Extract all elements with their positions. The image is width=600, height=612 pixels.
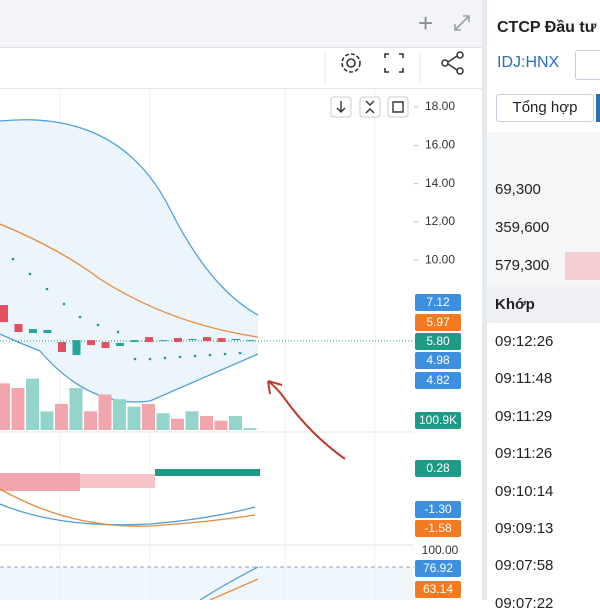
candle-body: [232, 338, 240, 341]
price-badge: 7.12: [415, 294, 461, 311]
chart-toolbar: [0, 48, 482, 89]
y-tick-label: 12.00: [425, 214, 455, 228]
candle-body: [246, 340, 255, 342]
match-header: Khớp: [495, 296, 535, 313]
tab-indicator: [596, 94, 600, 122]
volume-bar: [156, 413, 170, 430]
candle-body: [58, 342, 66, 352]
chart-controls[interactable]: [330, 96, 409, 118]
candle-body: [43, 329, 52, 334]
edit-button[interactable]: [575, 50, 600, 80]
volume-bar: [69, 388, 83, 430]
volume-bar: [185, 411, 199, 430]
volume-bar: [26, 378, 39, 430]
volume-bar: [171, 418, 184, 430]
match-time: 09:11:48: [495, 370, 553, 388]
candle-body: [101, 342, 110, 348]
price-badge: -1.30: [415, 501, 461, 518]
price-badge: 4.82: [415, 372, 461, 389]
volume-bar: [142, 403, 155, 430]
match-time: 09:11:26: [495, 445, 553, 463]
title-bar: [0, 0, 482, 48]
candle-body: [116, 342, 124, 347]
y-tick-label: 16.00: [425, 138, 455, 152]
candle-body: [145, 337, 153, 343]
add-button[interactable]: +: [418, 8, 434, 38]
y-tick-label: 14.00: [425, 176, 455, 190]
candle-body: [217, 338, 226, 343]
volume-bar: [0, 383, 10, 430]
fullscreen-icon[interactable]: [384, 53, 404, 73]
volume-bar: [55, 403, 68, 430]
candle-body: [203, 337, 211, 342]
candle-body: [72, 340, 81, 356]
volume-bar: [127, 406, 141, 430]
divider: [482, 0, 487, 600]
match-time: 09:09:13: [495, 520, 554, 537]
match-header-bg: [487, 287, 600, 323]
match-time: 09:07:58: [495, 557, 554, 575]
share-icon[interactable]: [441, 51, 464, 75]
price-badge: 76.92: [415, 560, 461, 577]
volume-value: 579,300: [495, 257, 550, 274]
volume-bar: [84, 411, 97, 430]
volume-value: 359,600: [495, 219, 550, 236]
expand-icon[interactable]: [452, 13, 472, 33]
volume-bar: [214, 420, 228, 430]
ticker[interactable]: IDJ:HNX: [497, 54, 560, 71]
volume-bar: [113, 399, 126, 430]
volume-bar: [98, 394, 112, 430]
match-time: 09:12:26: [495, 333, 554, 350]
volume-bar: [565, 252, 600, 280]
match-time: 09:11:29: [495, 407, 553, 425]
candle-body: [29, 329, 37, 334]
volume-bar: [243, 428, 257, 430]
toolbar-icons: [324, 51, 464, 83]
chart: 100.00 18.00 16.00 14.00 12.00 10.00: [0, 89, 459, 600]
match-time: 09:10:14: [495, 482, 554, 500]
price-badge: -1.58: [415, 520, 461, 537]
price-badge: 5.80: [415, 333, 461, 350]
y-tick-label: 18.00: [425, 99, 455, 113]
annotation-arrow: [267, 380, 346, 460]
volume-bar: [229, 416, 242, 430]
volume-bar: [40, 411, 54, 430]
volume-bar: [11, 388, 25, 430]
candle-body: [87, 340, 95, 346]
settings-icon[interactable]: [346, 58, 356, 68]
candle-body: [130, 340, 139, 343]
price-badge: 0.28: [415, 460, 461, 477]
tab-button[interactable]: Tổng hợp: [496, 94, 594, 122]
volume-value: 69,300: [495, 181, 541, 198]
candle-body: [188, 338, 197, 341]
company-name: CTCP Đầu tư: [497, 19, 597, 36]
price-badge: 63.14: [415, 581, 461, 598]
candle-body: [159, 340, 168, 342]
candle-body: [174, 338, 182, 343]
price-badge: 4.98: [415, 352, 461, 369]
candle-body: [14, 324, 23, 333]
match-time: 09:07:22: [495, 594, 554, 612]
volume-bar: [200, 416, 213, 430]
price-badge: 100.9K: [415, 412, 461, 429]
price-badge: 5.97: [415, 314, 461, 331]
y-tick-label: 10.00: [425, 252, 455, 266]
rsi-top-label: 100.00: [422, 543, 459, 557]
candle-body: [0, 305, 8, 323]
